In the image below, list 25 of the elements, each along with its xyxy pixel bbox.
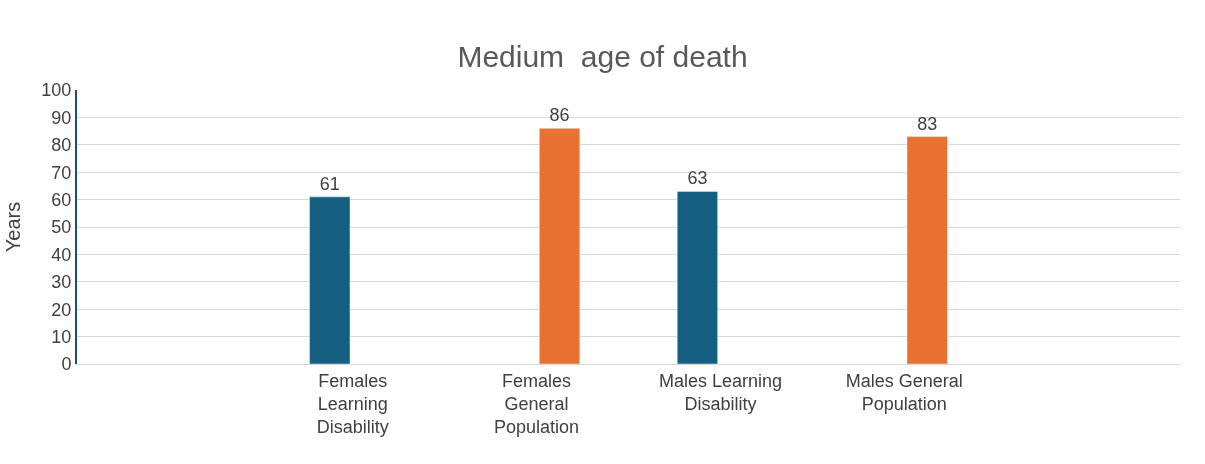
- data-label: 61: [319, 173, 340, 194]
- y-tick-label: 20: [51, 299, 72, 320]
- y-tick-label: 90: [51, 107, 72, 128]
- x-tick-label: Males General Population: [845, 370, 963, 414]
- bar: [676, 191, 718, 364]
- chart-title: Medium age of death: [457, 40, 748, 74]
- y-tick-label: 0: [61, 354, 72, 375]
- x-tick-label: Males Learning Disability: [658, 370, 782, 414]
- y-tick-label: 100: [41, 80, 72, 101]
- bar: [539, 128, 581, 364]
- data-label: 86: [549, 105, 570, 126]
- bar: [309, 196, 351, 364]
- y-tick-label: 50: [51, 217, 72, 238]
- y-tick-label: 10: [51, 326, 72, 347]
- x-tick-label: Females General Population: [494, 370, 580, 438]
- y-tick-label: 40: [51, 244, 72, 265]
- y-tick-label: 70: [51, 162, 72, 183]
- data-label: 83: [917, 113, 938, 134]
- x-tick-label: Females Learning Disability: [316, 370, 389, 438]
- y-tick-label: 30: [51, 272, 72, 293]
- y-tick-label: 80: [51, 135, 72, 156]
- bar: [906, 136, 948, 364]
- y-axis-title: Years: [2, 201, 25, 253]
- y-tick-label: 60: [51, 189, 72, 210]
- data-label: 63: [687, 168, 708, 189]
